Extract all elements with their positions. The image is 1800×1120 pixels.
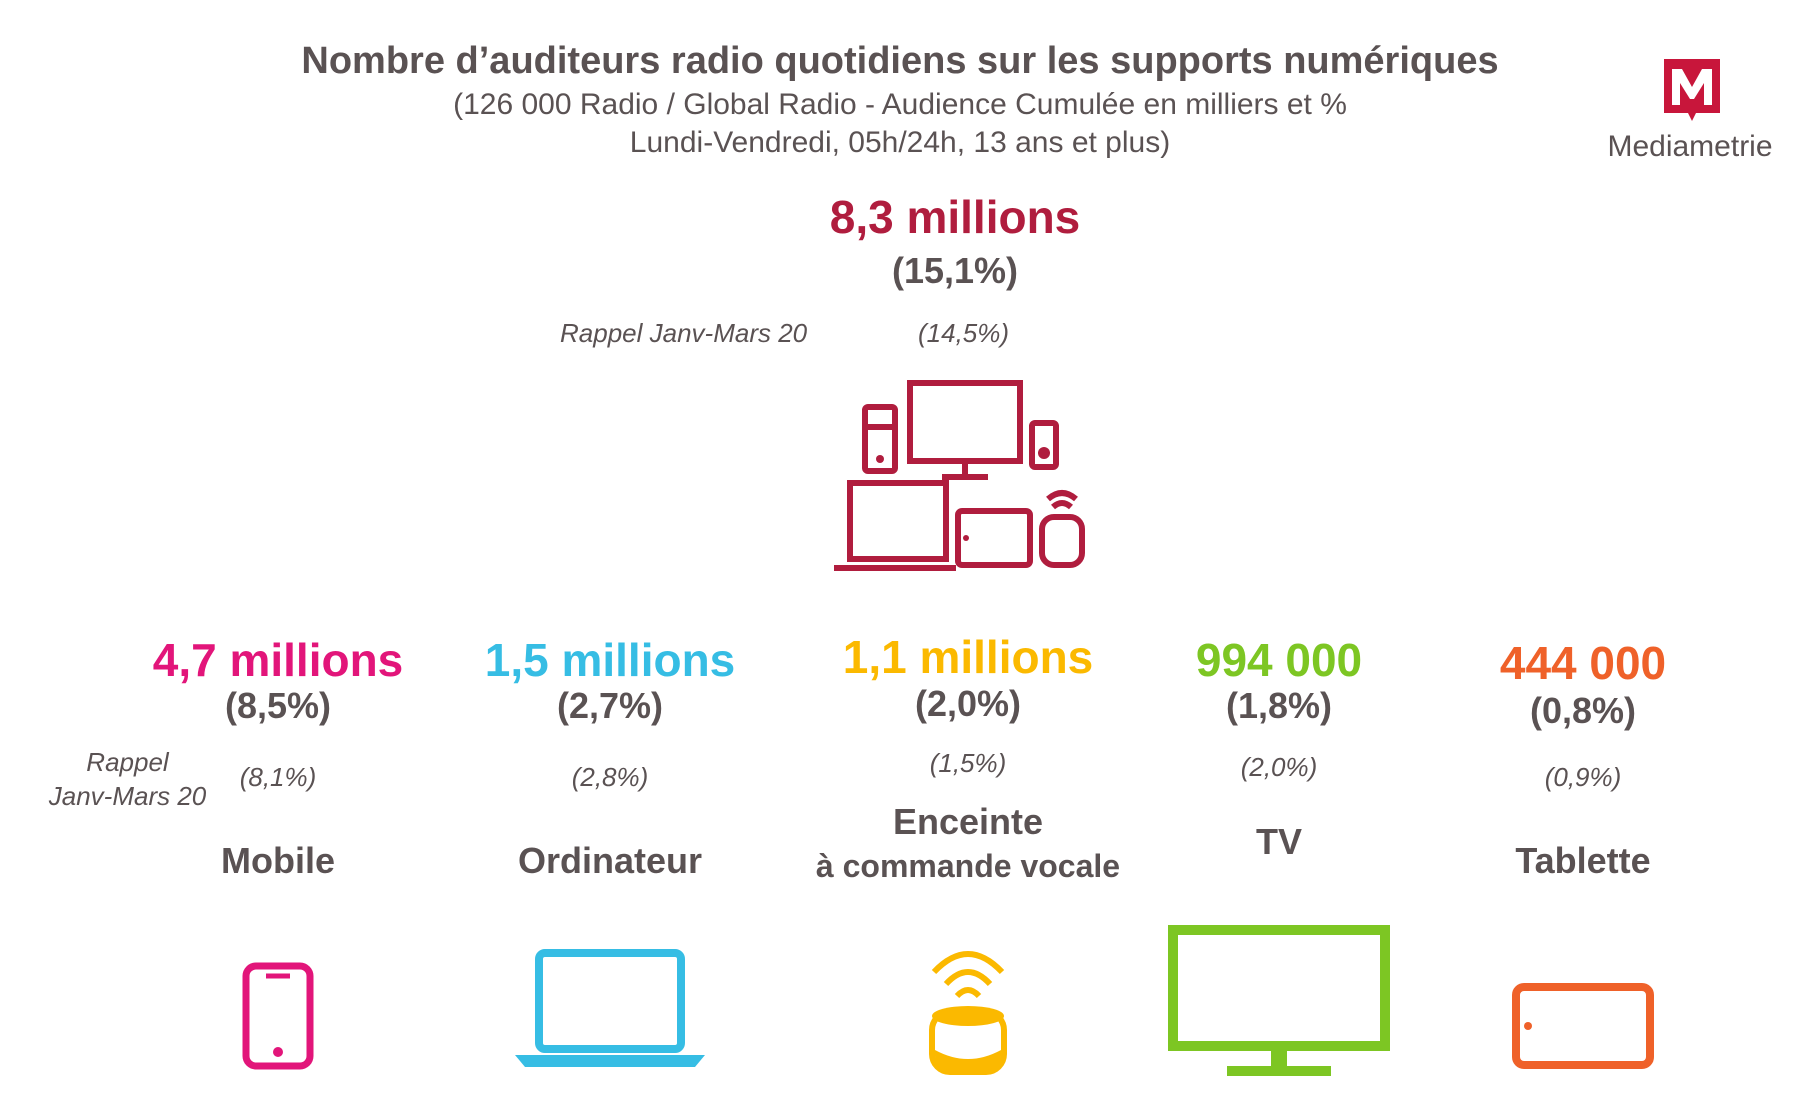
all-devices-icon <box>834 380 1085 571</box>
device-label-enceinte: Enceinte à commande vocale <box>798 800 1138 888</box>
pct-label-tablette: (0,8%) <box>1529 690 1637 731</box>
device-label-line1: Tablette <box>1515 840 1651 881</box>
device-label-line1: Mobile <box>221 840 335 881</box>
value-label-tablette: 444 000 <box>1499 637 1667 689</box>
value-label-enceinte: 1,1 millions <box>842 631 1094 683</box>
device-label-line1: TV <box>1255 821 1302 862</box>
pct-label-ordinateur: (2,7%) <box>556 685 664 726</box>
smart-speaker-icon <box>929 951 1007 1075</box>
pct-label-mobile: (8,5%) <box>224 685 332 726</box>
laptop-icon <box>515 949 705 1067</box>
device-label-tablette: Tablette <box>1413 839 1753 883</box>
device-label-line1: Enceinte <box>892 801 1044 842</box>
mediametrie-logo: Mediametrie <box>1590 55 1790 175</box>
chart-subtitle-line2: Lundi-Vendredi, 05h/24h, 13 ans et plus) <box>629 126 1171 159</box>
value-label-ordinateur: 1,5 millions <box>484 634 736 686</box>
rappel-pct-ordinateur: (2,8%) <box>571 762 649 792</box>
total-pct: (15,1%) <box>891 250 1019 291</box>
tablet-icon <box>1512 983 1654 1069</box>
chart-subtitle-line1: (126 000 Radio / Global Radio - Audience… <box>453 88 1347 121</box>
rappel-pct-tv: (2,0%) <box>1240 752 1318 782</box>
device-label-ordinateur: Ordinateur <box>440 839 780 883</box>
device-label-line2: à commande vocale <box>815 848 1121 884</box>
device-label-tv: TV <box>1109 820 1449 864</box>
total-value: 8,3 millions <box>829 191 1081 243</box>
value-label-tv: 994 000 <box>1195 634 1363 686</box>
mediametrie-logo-icon <box>1664 59 1720 121</box>
value-label-mobile: 4,7 millions <box>152 634 404 686</box>
rappel-label: Rappel Janv-Mars 20 <box>40 745 215 813</box>
smartphone-icon <box>242 962 314 1070</box>
rappel-pct-tablette: (0,9%) <box>1544 762 1622 792</box>
mediametrie-logo-text: Mediametrie <box>1607 130 1773 163</box>
device-label-line1: Ordinateur <box>517 840 703 881</box>
pct-label-tv: (1,8%) <box>1225 685 1333 726</box>
rappel-pct-enceinte: (1,5%) <box>929 748 1007 778</box>
total-rappel-pct: (14,5%) <box>918 318 1010 348</box>
rappel-label-line1: Rappel <box>86 747 169 777</box>
total-rappel-label: Rappel Janv-Mars 20 <box>560 318 808 348</box>
rappel-label-line2: Janv-Mars 20 <box>48 781 207 811</box>
pct-label-enceinte: (2,0%) <box>914 683 1022 724</box>
device-label-mobile: Mobile <box>108 839 448 883</box>
chart-title: Nombre d’auditeurs radio quotidiens sur … <box>301 40 1499 82</box>
tv-icon <box>1168 925 1390 1076</box>
rappel-pct-mobile: (8,1%) <box>239 762 317 792</box>
